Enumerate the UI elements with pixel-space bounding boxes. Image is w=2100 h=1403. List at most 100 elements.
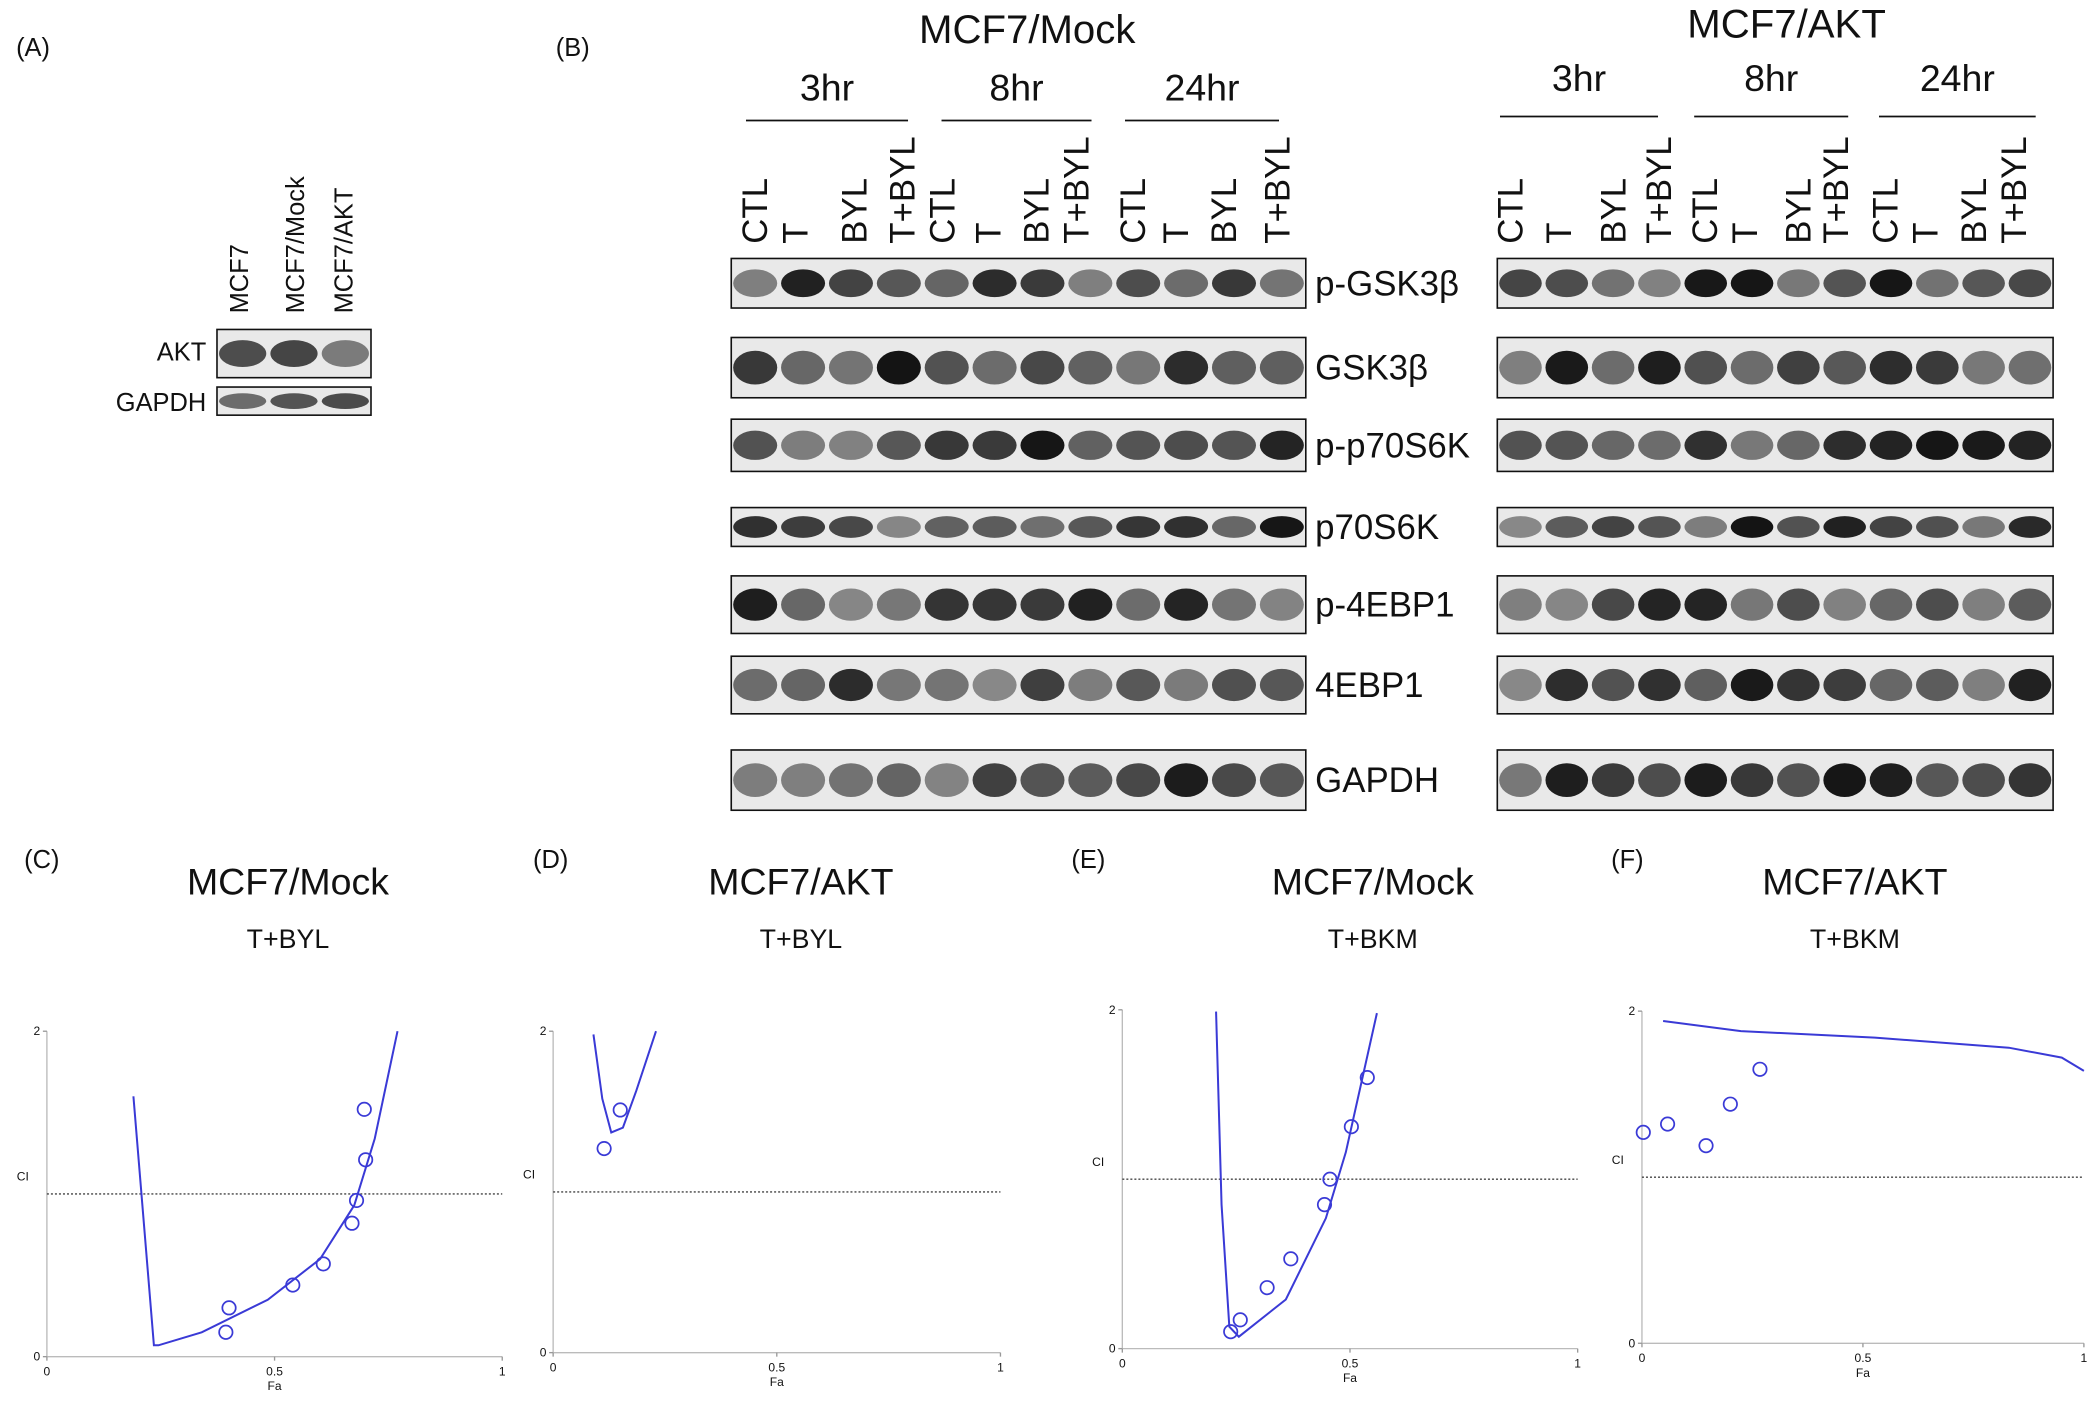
- data-point: [596, 1140, 612, 1157]
- band: [1916, 269, 1959, 298]
- band: [1638, 350, 1681, 385]
- band: [1259, 763, 1304, 797]
- band: [1962, 269, 2005, 298]
- lane-label: BYL: [1017, 178, 1056, 244]
- band: [1259, 588, 1304, 621]
- data-point: [1698, 1138, 1714, 1154]
- band: [876, 516, 921, 538]
- band: [1211, 516, 1257, 538]
- band: [1591, 430, 1635, 460]
- band: [1259, 269, 1304, 298]
- band: [1020, 269, 1065, 298]
- band: [1020, 350, 1065, 385]
- band: [1116, 350, 1161, 385]
- band: [1591, 668, 1635, 702]
- y-axis-label: CI: [523, 1168, 535, 1182]
- blot: [1496, 506, 2054, 548]
- lane-label: BYL: [1780, 178, 1819, 244]
- lane-label: T: [969, 222, 1008, 243]
- band: [828, 430, 873, 460]
- y-tick-label: 2: [1109, 1003, 1116, 1017]
- band: [876, 668, 921, 702]
- time-label: 3hr: [1552, 57, 1606, 99]
- band: [1545, 269, 1589, 298]
- band: [1684, 269, 1728, 298]
- band: [781, 588, 826, 621]
- time-label: 8hr: [1744, 57, 1798, 99]
- lane-label: MCF7: [226, 244, 254, 313]
- band: [1164, 430, 1209, 460]
- data-point: [285, 1277, 301, 1293]
- x-tick-label: 1: [997, 1360, 1004, 1374]
- data-point: [1660, 1116, 1676, 1132]
- band: [1545, 430, 1589, 460]
- blot: [1496, 749, 2054, 812]
- panel-label: (E): [1071, 846, 1105, 874]
- band: [1211, 668, 1257, 702]
- band: [1068, 763, 1113, 797]
- band: [1823, 516, 1866, 538]
- band: [733, 350, 778, 385]
- y-axis-label: CI: [17, 1170, 29, 1184]
- row-label: p-p70S6K: [1315, 426, 1470, 465]
- data-point: [1259, 1280, 1275, 1296]
- band: [1962, 763, 2005, 797]
- band: [1259, 350, 1304, 385]
- band: [1020, 588, 1065, 621]
- band: [1545, 516, 1589, 538]
- band: [828, 588, 873, 621]
- fitted-curve: [1215, 1011, 1378, 1339]
- y-tick-label: 2: [1629, 1004, 1636, 1018]
- band: [733, 588, 778, 621]
- band: [1916, 350, 1959, 385]
- band: [1962, 430, 2005, 460]
- x-tick-label: 0: [44, 1364, 51, 1378]
- time-label: 24hr: [1164, 66, 1239, 108]
- band: [1823, 668, 1866, 702]
- lane-label: MCF7/Mock: [282, 176, 310, 313]
- x-tick-label: 1: [499, 1364, 506, 1378]
- y-tick-label: 2: [540, 1024, 547, 1038]
- blot: [1496, 257, 2054, 309]
- x-tick-label: 0: [550, 1360, 557, 1374]
- band: [1730, 588, 1774, 621]
- band: [1164, 516, 1209, 538]
- band: [1499, 668, 1542, 702]
- band: [1730, 763, 1774, 797]
- band: [972, 516, 1017, 538]
- band: [1164, 269, 1209, 298]
- band: [1591, 350, 1635, 385]
- row-label: p-GSK3β: [1315, 264, 1459, 303]
- band: [781, 668, 826, 702]
- band: [1591, 269, 1635, 298]
- band: [1962, 668, 2005, 702]
- band: [1499, 516, 1542, 538]
- band: [1545, 763, 1589, 797]
- lane-label: T: [1726, 222, 1765, 243]
- band: [1068, 430, 1113, 460]
- band: [1020, 763, 1065, 797]
- band: [1823, 269, 1866, 298]
- band: [781, 763, 826, 797]
- data-point: [221, 1300, 237, 1316]
- y-axis-label: CI: [1092, 1155, 1104, 1169]
- band: [1916, 763, 1959, 797]
- band: [2008, 430, 2052, 460]
- row-label: AKT: [157, 338, 206, 366]
- panel-label: (B): [556, 34, 590, 62]
- band: [1211, 588, 1257, 621]
- band: [1962, 350, 2005, 385]
- band: [828, 763, 873, 797]
- blot: [730, 575, 1307, 635]
- band: [924, 516, 969, 538]
- band: [270, 340, 318, 368]
- band: [972, 588, 1017, 621]
- data-point: [348, 1192, 365, 1209]
- row-label: p-4EBP1: [1315, 586, 1454, 625]
- band: [1823, 350, 1866, 385]
- data-point: [1722, 1096, 1738, 1112]
- band: [781, 430, 826, 460]
- row-label: GSK3β: [1315, 349, 1428, 388]
- x-tick-label: 0.5: [768, 1360, 785, 1374]
